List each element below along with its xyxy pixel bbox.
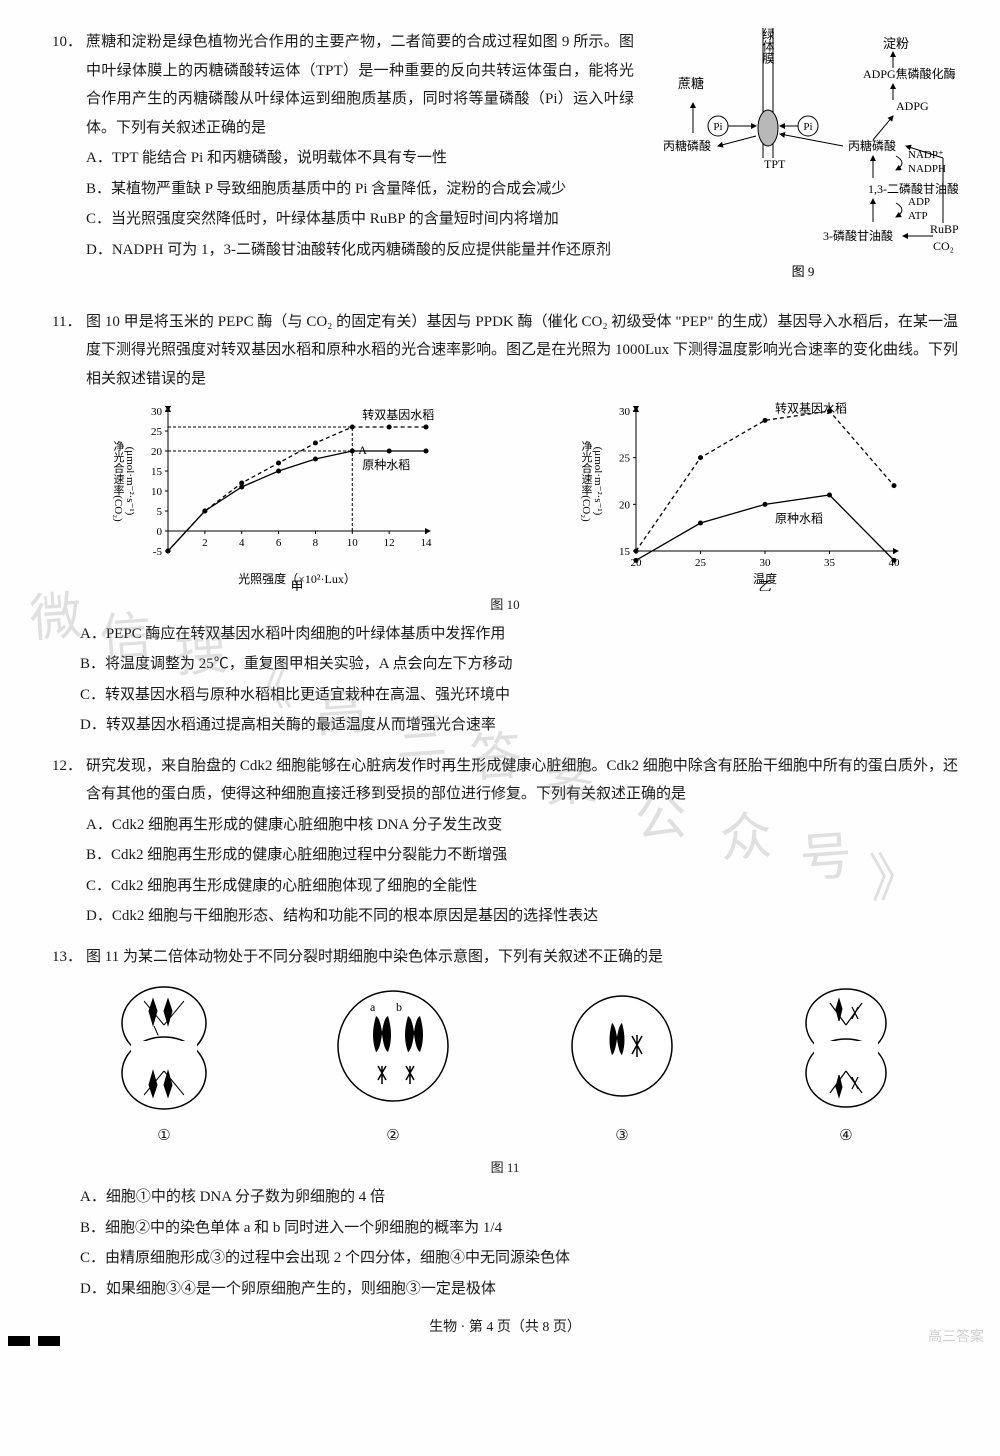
q11-optA: A．PEPC 酶应在转双基因水稻叶肉细胞的叶绿体基质中发挥作用 xyxy=(80,620,958,649)
svg-text:1,3-二磷酸甘油酸: 1,3-二磷酸甘油酸 xyxy=(868,181,958,196)
svg-text:10: 10 xyxy=(347,537,359,549)
svg-text:蔗糖: 蔗糖 xyxy=(678,76,704,91)
cell-2-label: ② xyxy=(328,1122,458,1151)
q11-chart-a: -50510152025302468101214转双基因水稻原种水稻A光照强度（… xyxy=(106,401,436,591)
svg-text:淀粉: 淀粉 xyxy=(883,36,909,51)
svg-text:Pi: Pi xyxy=(803,121,812,133)
q11-number: 11． xyxy=(52,308,86,337)
question-12: 12． 研究发现，来自胎盘的 Cdk2 细胞能够在心脏病发作时再生形成健康心脏细… xyxy=(52,752,958,931)
q11-optB: B．将温度调整为 25℃，重复图甲相关实验，A 点会向左下方移动 xyxy=(80,650,958,679)
q11-charts: -50510152025302468101214转双基因水稻原种水稻A光照强度（… xyxy=(52,401,958,591)
cell-1-label: ① xyxy=(104,1122,224,1151)
q12-optC: C．Cdk2 细胞再生形成健康的心脏细胞体现了细胞的全能性 xyxy=(86,872,958,901)
svg-text:20: 20 xyxy=(619,500,631,512)
svg-text:乙: 乙 xyxy=(758,579,771,591)
svg-text:20: 20 xyxy=(151,446,163,458)
svg-text:8: 8 xyxy=(313,537,319,549)
svg-text:原种水稻: 原种水稻 xyxy=(362,458,410,472)
cell-4 xyxy=(786,981,906,1111)
q11-stem: 图 10 甲是将玉米的 PEPC 酶（与 CO₂ 的固定有关）基因与 PPDK … xyxy=(86,308,958,394)
page-marks xyxy=(8,1336,60,1346)
svg-text:Pi: Pi xyxy=(713,121,722,133)
cell-1 xyxy=(104,981,224,1111)
svg-text:3-磷酸甘油酸: 3-磷酸甘油酸 xyxy=(823,228,893,243)
q12-optB: B．Cdk2 细胞再生形成的健康心脏细胞过程中分裂能力不断增强 xyxy=(86,841,958,870)
svg-text:RuBP: RuBP xyxy=(930,222,958,236)
svg-text:35: 35 xyxy=(824,557,836,569)
cell-4-label: ④ xyxy=(786,1122,906,1151)
q13-optB: B．细胞②中的染色单体 a 和 b 同时进入一个卵细胞的概率为 1/4 xyxy=(80,1214,958,1243)
svg-text:-5: -5 xyxy=(153,546,163,558)
svg-text:ADPG焦磷酸化酶: ADPG焦磷酸化酶 xyxy=(863,66,956,81)
q10-stem: 蔗糖和淀粉是绿色植物光合作用的主要产物，二者简要的合成过程如图 9 所示。图中叶… xyxy=(86,28,634,142)
question-11: 11． 图 10 甲是将玉米的 PEPC 酶（与 CO₂ 的固定有关）基因与 P… xyxy=(52,308,958,740)
question-13: 13． 图 11 为某二倍体动物处于不同分裂时期细胞中染色体示意图，下列有关叙述… xyxy=(52,943,958,1303)
svg-text:ADP: ADP xyxy=(908,196,930,208)
svg-text:25: 25 xyxy=(695,557,707,569)
q11-optC: C．转双基因水稻与原种水稻相比更适宜栽种在高温、强光环境中 xyxy=(80,681,958,710)
svg-text:CO₂: CO₂ xyxy=(933,239,954,253)
svg-text:6: 6 xyxy=(276,537,282,549)
svg-text:10: 10 xyxy=(151,486,163,498)
q10-optB: B．某植物严重缺 P 导致细胞质基质中的 Pi 含量降低，淀粉的合成会减少 xyxy=(86,175,634,204)
svg-text:转双基因水稻: 转双基因水稻 xyxy=(775,401,847,415)
question-10: 10． 蔗糖和淀粉是绿色植物光合作用的主要产物，二者简要的合成过程如图 9 所示… xyxy=(52,28,958,296)
q11-optD: D．转双基因水稻通过提高相关酶的最适温度从而增强光合速率 xyxy=(80,711,958,740)
page-footer: 生物 · 第 4 页（共 8 页） xyxy=(52,1315,958,1342)
svg-text:4: 4 xyxy=(239,537,245,549)
svg-text:25: 25 xyxy=(619,453,631,465)
svg-text:净光合速率(CO₂): 净光合速率(CO₂) xyxy=(580,439,593,522)
svg-text:转双基因水稻: 转双基因水稻 xyxy=(362,407,434,422)
svg-text:净光合速率(CO₂): 净光合速率(CO₂) xyxy=(112,439,125,522)
svg-text:30: 30 xyxy=(619,406,631,418)
svg-text:NADP⁺: NADP⁺ xyxy=(908,149,944,161)
svg-text:TPT: TPT xyxy=(764,157,786,171)
cell-3-label: ③ xyxy=(562,1122,682,1151)
q13-cells: ① a b ② xyxy=(52,981,958,1150)
svg-text:NADPH: NADPH xyxy=(908,163,946,175)
svg-text:丙糖磷酸: 丙糖磷酸 xyxy=(848,138,896,153)
q10-optD: D．NADPH 可为 1，3-二磷酸甘油酸转化成丙糖磷酸的反应提供能量并作还原剂 xyxy=(86,236,634,265)
svg-text:12: 12 xyxy=(384,537,395,549)
q13-optA: A．细胞①中的核 DNA 分子数为卵细胞的 4 倍 xyxy=(80,1183,958,1212)
q13-optC: C．由精原细胞形成③的过程中会出现 2 个四分体，细胞④中无同源染色体 xyxy=(80,1244,958,1273)
svg-text:图 9: 图 9 xyxy=(792,264,815,279)
cell-2: a b xyxy=(328,981,458,1111)
q12-number: 12． xyxy=(52,752,86,781)
svg-text:14: 14 xyxy=(421,537,433,549)
svg-text:丙糖磷酸: 丙糖磷酸 xyxy=(663,138,711,153)
svg-text:25: 25 xyxy=(151,426,163,438)
q13-fig-caption: 图 11 xyxy=(52,1156,958,1181)
cell-3 xyxy=(562,981,682,1111)
q12-optD: D．Cdk2 细胞与干细胞形态、结构和功能不同的根本原因是基因的选择性表达 xyxy=(86,902,958,931)
q10-diagram: 叶绿体膜 TPT 蔗糖 Pi 丙糖磷酸 淀粉 ADPG焦磷酸化酶 ADPG xyxy=(648,28,958,296)
q13-number: 13． xyxy=(52,943,86,972)
svg-text:ATP: ATP xyxy=(908,210,928,222)
svg-text:(μmol·m⁻²·s⁻¹): (μmol·m⁻²·s⁻¹) xyxy=(124,447,136,516)
svg-text:a: a xyxy=(370,1000,376,1014)
svg-text:30: 30 xyxy=(151,406,163,418)
svg-text:5: 5 xyxy=(157,506,163,518)
svg-text:0: 0 xyxy=(157,526,163,538)
svg-text:A: A xyxy=(358,443,367,457)
svg-text:2: 2 xyxy=(202,537,208,549)
q12-stem: 研究发现，来自胎盘的 Cdk2 细胞能够在心脏病发作时再生形成健康心脏细胞。Cd… xyxy=(86,752,958,809)
q10-number: 10． xyxy=(52,28,86,57)
svg-text:15: 15 xyxy=(619,546,631,558)
svg-text:30: 30 xyxy=(760,557,772,569)
q10-optC: C．当光照强度突然降低时，叶绿体基质中 RuBP 的含量短时间内将增加 xyxy=(86,205,634,234)
svg-text:甲: 甲 xyxy=(290,579,303,591)
q11-chart-b: 152025302025303540转双基因水稻原种水稻温度乙净光合速率(CO₂… xyxy=(574,401,904,591)
svg-text:(μmol·m⁻²·s⁻¹): (μmol·m⁻²·s⁻¹) xyxy=(592,447,604,516)
svg-text:叶绿体膜: 叶绿体膜 xyxy=(761,28,775,65)
svg-text:ADPG: ADPG xyxy=(896,99,929,113)
svg-text:原种水稻: 原种水稻 xyxy=(775,512,823,526)
q12-optA: A．Cdk2 细胞再生形成的健康心脏细胞中核 DNA 分子发生改变 xyxy=(86,811,958,840)
svg-text:15: 15 xyxy=(151,466,163,478)
q11-fig-caption: 图 10 xyxy=(52,593,958,618)
svg-text:b: b xyxy=(396,1000,402,1014)
q13-stem: 图 11 为某二倍体动物处于不同分裂时期细胞中染色体示意图，下列有关叙述不正确的… xyxy=(86,943,958,972)
q13-optD: D．如果细胞③④是一个卵原细胞产生的，则细胞③一定是极体 xyxy=(80,1275,958,1304)
q10-optA: A．TPT 能结合 Pi 和丙糖磷酸，说明载体不具有专一性 xyxy=(86,144,634,173)
